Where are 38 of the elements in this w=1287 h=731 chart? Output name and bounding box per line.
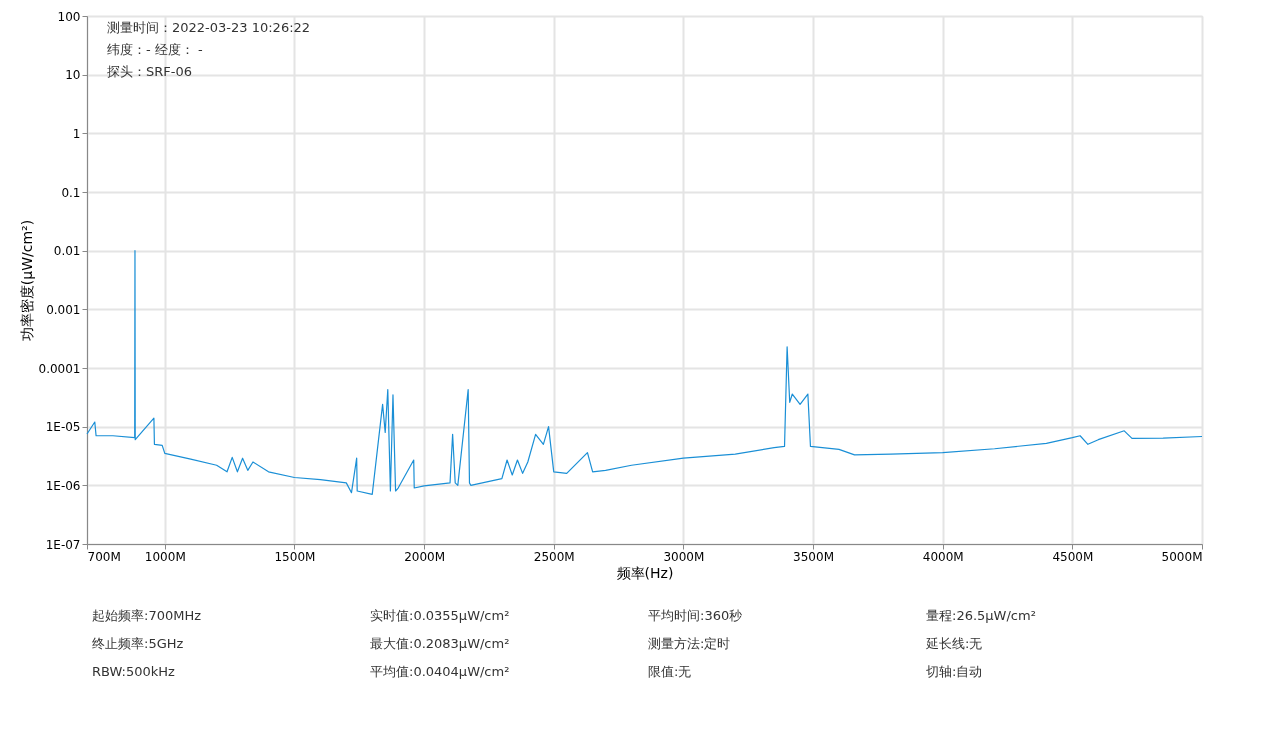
x-tick-label: 3500M [793,549,834,564]
x-tick-label: 2500M [533,549,575,564]
y-tick-label: 100 [57,9,81,24]
annotation: 测量时间：2022-03-23 10:26:22 [107,20,311,35]
line-series [86,250,1203,496]
y-tick-label: 1E-05 [45,420,81,435]
y-tick-label: 0.001 [46,302,81,317]
y-axis-title: 功率密度(μW/cm²) [18,219,35,342]
annotation: 纬度：- 经度： - [107,42,203,57]
x-tick-label: 3000M [663,549,705,564]
y-tick-label: 0.01 [53,244,81,259]
text: 限值:无 [648,664,692,679]
text: 切轴:自动 [926,664,983,679]
text: 实时值:0.0355μW/cm² [370,608,510,623]
x-axis-title: 频率(Hz) [616,564,674,581]
annotation: 探头：SRF-06 [107,64,192,79]
text: 终止频率:5GHz [92,636,184,651]
text: 量程:26.5μW/cm² [926,608,1036,623]
y-tick-label: 0.0001 [38,361,81,376]
x-tick-label: 4000M [922,549,964,564]
x-tick-label: 700M [87,549,121,564]
text: 起始频率:700MHz [92,608,202,623]
y-tick-label: 10 [65,68,81,83]
y-tick-label: 1E-06 [45,478,81,493]
text: 平均时间:360秒 [648,608,743,623]
x-tick-label: 1500M [274,549,316,564]
x-tick-label: 2000M [404,549,446,564]
text: 平均值:0.0404μW/cm² [370,664,510,679]
x-tick-label: 4500M [1052,549,1094,564]
text: 延长线:无 [925,636,983,651]
y-tick-label: 1 [72,126,81,141]
x-tick-label: 5000M [1161,549,1203,564]
y-tick-label: 0.1 [61,185,81,200]
y-tick-label: 1E-07 [45,537,81,552]
text: 测量方法:定时 [648,636,731,651]
text: RBW:500kHz [92,664,176,679]
text: 最大值:0.2083μW/cm² [370,636,510,651]
x-tick-label: 1000M [144,549,186,564]
